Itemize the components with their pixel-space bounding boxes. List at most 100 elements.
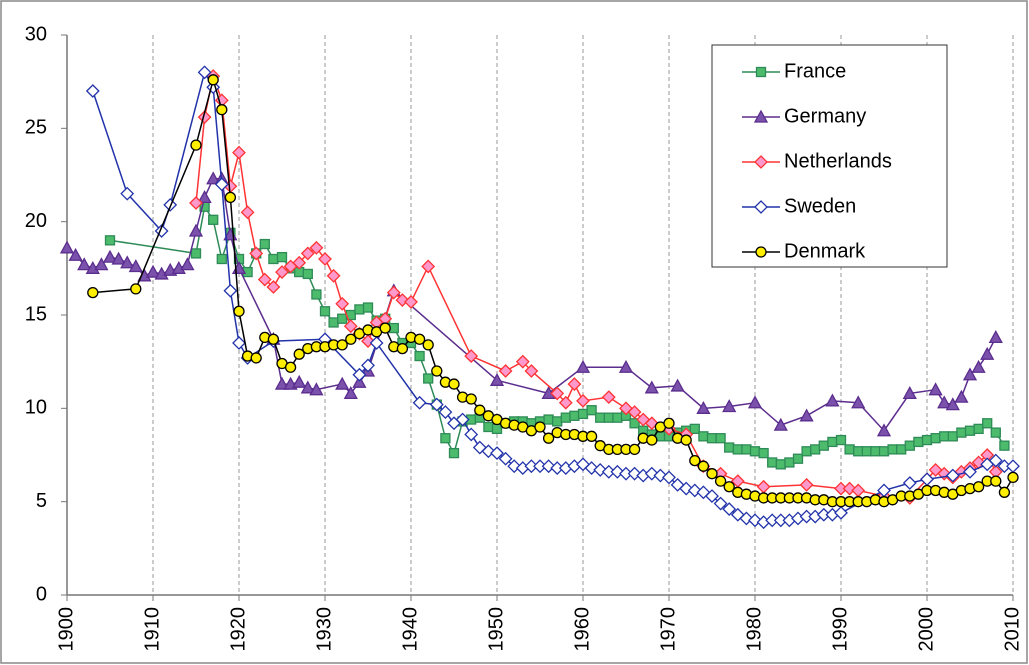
marker: [232, 145, 246, 160]
marker: [612, 412, 623, 423]
marker: [464, 427, 479, 442]
marker: [120, 186, 135, 201]
marker: [585, 430, 598, 442]
marker: [543, 414, 554, 425]
marker: [576, 393, 590, 408]
marker: [343, 386, 358, 400]
marker: [489, 372, 505, 386]
marker: [971, 359, 986, 373]
marker: [421, 259, 436, 274]
marker: [595, 412, 606, 423]
marker: [189, 196, 203, 210]
y-tick-label: 20: [25, 210, 47, 232]
marker: [670, 378, 685, 392]
marker: [754, 200, 768, 214]
marker: [982, 418, 993, 429]
marker: [386, 285, 401, 300]
marker: [972, 481, 985, 493]
legend-label: Denmark: [784, 240, 866, 262]
marker: [302, 268, 313, 280]
marker: [741, 444, 752, 455]
marker: [577, 408, 589, 420]
marker: [259, 238, 270, 250]
marker: [715, 433, 726, 444]
marker: [362, 302, 374, 313]
marker: [775, 459, 786, 470]
plot-area: [59, 65, 1020, 530]
marker: [120, 255, 135, 269]
marker: [474, 404, 486, 416]
marker: [59, 240, 75, 254]
marker: [558, 395, 573, 410]
marker: [145, 264, 161, 278]
y-tick-label: 5: [36, 490, 47, 512]
marker: [784, 457, 795, 468]
marker: [945, 397, 960, 411]
marker: [284, 361, 297, 373]
marker: [792, 453, 804, 464]
marker: [767, 457, 778, 468]
marker: [921, 434, 933, 446]
marker: [834, 505, 848, 520]
marker: [706, 433, 718, 444]
marker: [240, 205, 255, 220]
legend-label: France: [784, 60, 846, 82]
marker: [773, 417, 788, 431]
marker: [662, 470, 676, 485]
marker: [962, 367, 978, 381]
marker: [705, 489, 719, 503]
marker: [963, 464, 977, 479]
marker: [223, 283, 238, 298]
marker: [431, 365, 443, 377]
marker: [755, 246, 767, 258]
marker: [319, 306, 331, 317]
marker: [964, 425, 976, 436]
x-tick-label: 1900: [55, 607, 77, 652]
marker: [758, 447, 769, 459]
marker: [111, 251, 126, 265]
marker: [328, 317, 339, 328]
x-tick-label: 1980: [743, 607, 765, 652]
marker: [465, 393, 477, 405]
marker: [77, 257, 92, 271]
marker: [515, 354, 530, 369]
marker: [980, 346, 995, 360]
marker: [902, 476, 917, 490]
y-tick-label: 15: [25, 303, 47, 325]
marker: [440, 433, 451, 444]
x-tick-label: 1910: [141, 607, 163, 652]
marker: [560, 412, 571, 423]
x-tick-label: 2010: [1001, 607, 1023, 652]
marker: [835, 434, 847, 446]
marker: [646, 434, 658, 446]
marker: [825, 393, 840, 407]
x-tick-label: 1920: [227, 607, 249, 652]
marker: [878, 446, 890, 457]
axes: 0 5 10 15 20 25 30 1900 1910 1920 1930 1940 1950 1960…: [25, 23, 1024, 651]
marker: [336, 339, 348, 351]
marker: [206, 171, 221, 185]
marker: [188, 223, 204, 237]
marker: [896, 444, 907, 455]
marker: [483, 421, 494, 433]
marker: [697, 460, 710, 472]
marker: [988, 330, 1003, 344]
marker: [861, 446, 872, 457]
marker: [706, 468, 718, 480]
legend-label: Germany: [784, 105, 866, 127]
marker: [810, 444, 821, 455]
marker: [689, 423, 700, 435]
marker: [724, 442, 735, 453]
marker: [343, 319, 358, 334]
marker: [292, 374, 307, 388]
marker: [216, 253, 227, 265]
legend-label: Sweden: [784, 195, 856, 217]
marker: [973, 423, 984, 435]
marker: [224, 191, 237, 204]
marker: [311, 289, 322, 300]
marker: [569, 410, 580, 421]
marker: [266, 280, 281, 294]
y-tick-label: 0: [36, 583, 47, 605]
marker: [844, 444, 855, 455]
